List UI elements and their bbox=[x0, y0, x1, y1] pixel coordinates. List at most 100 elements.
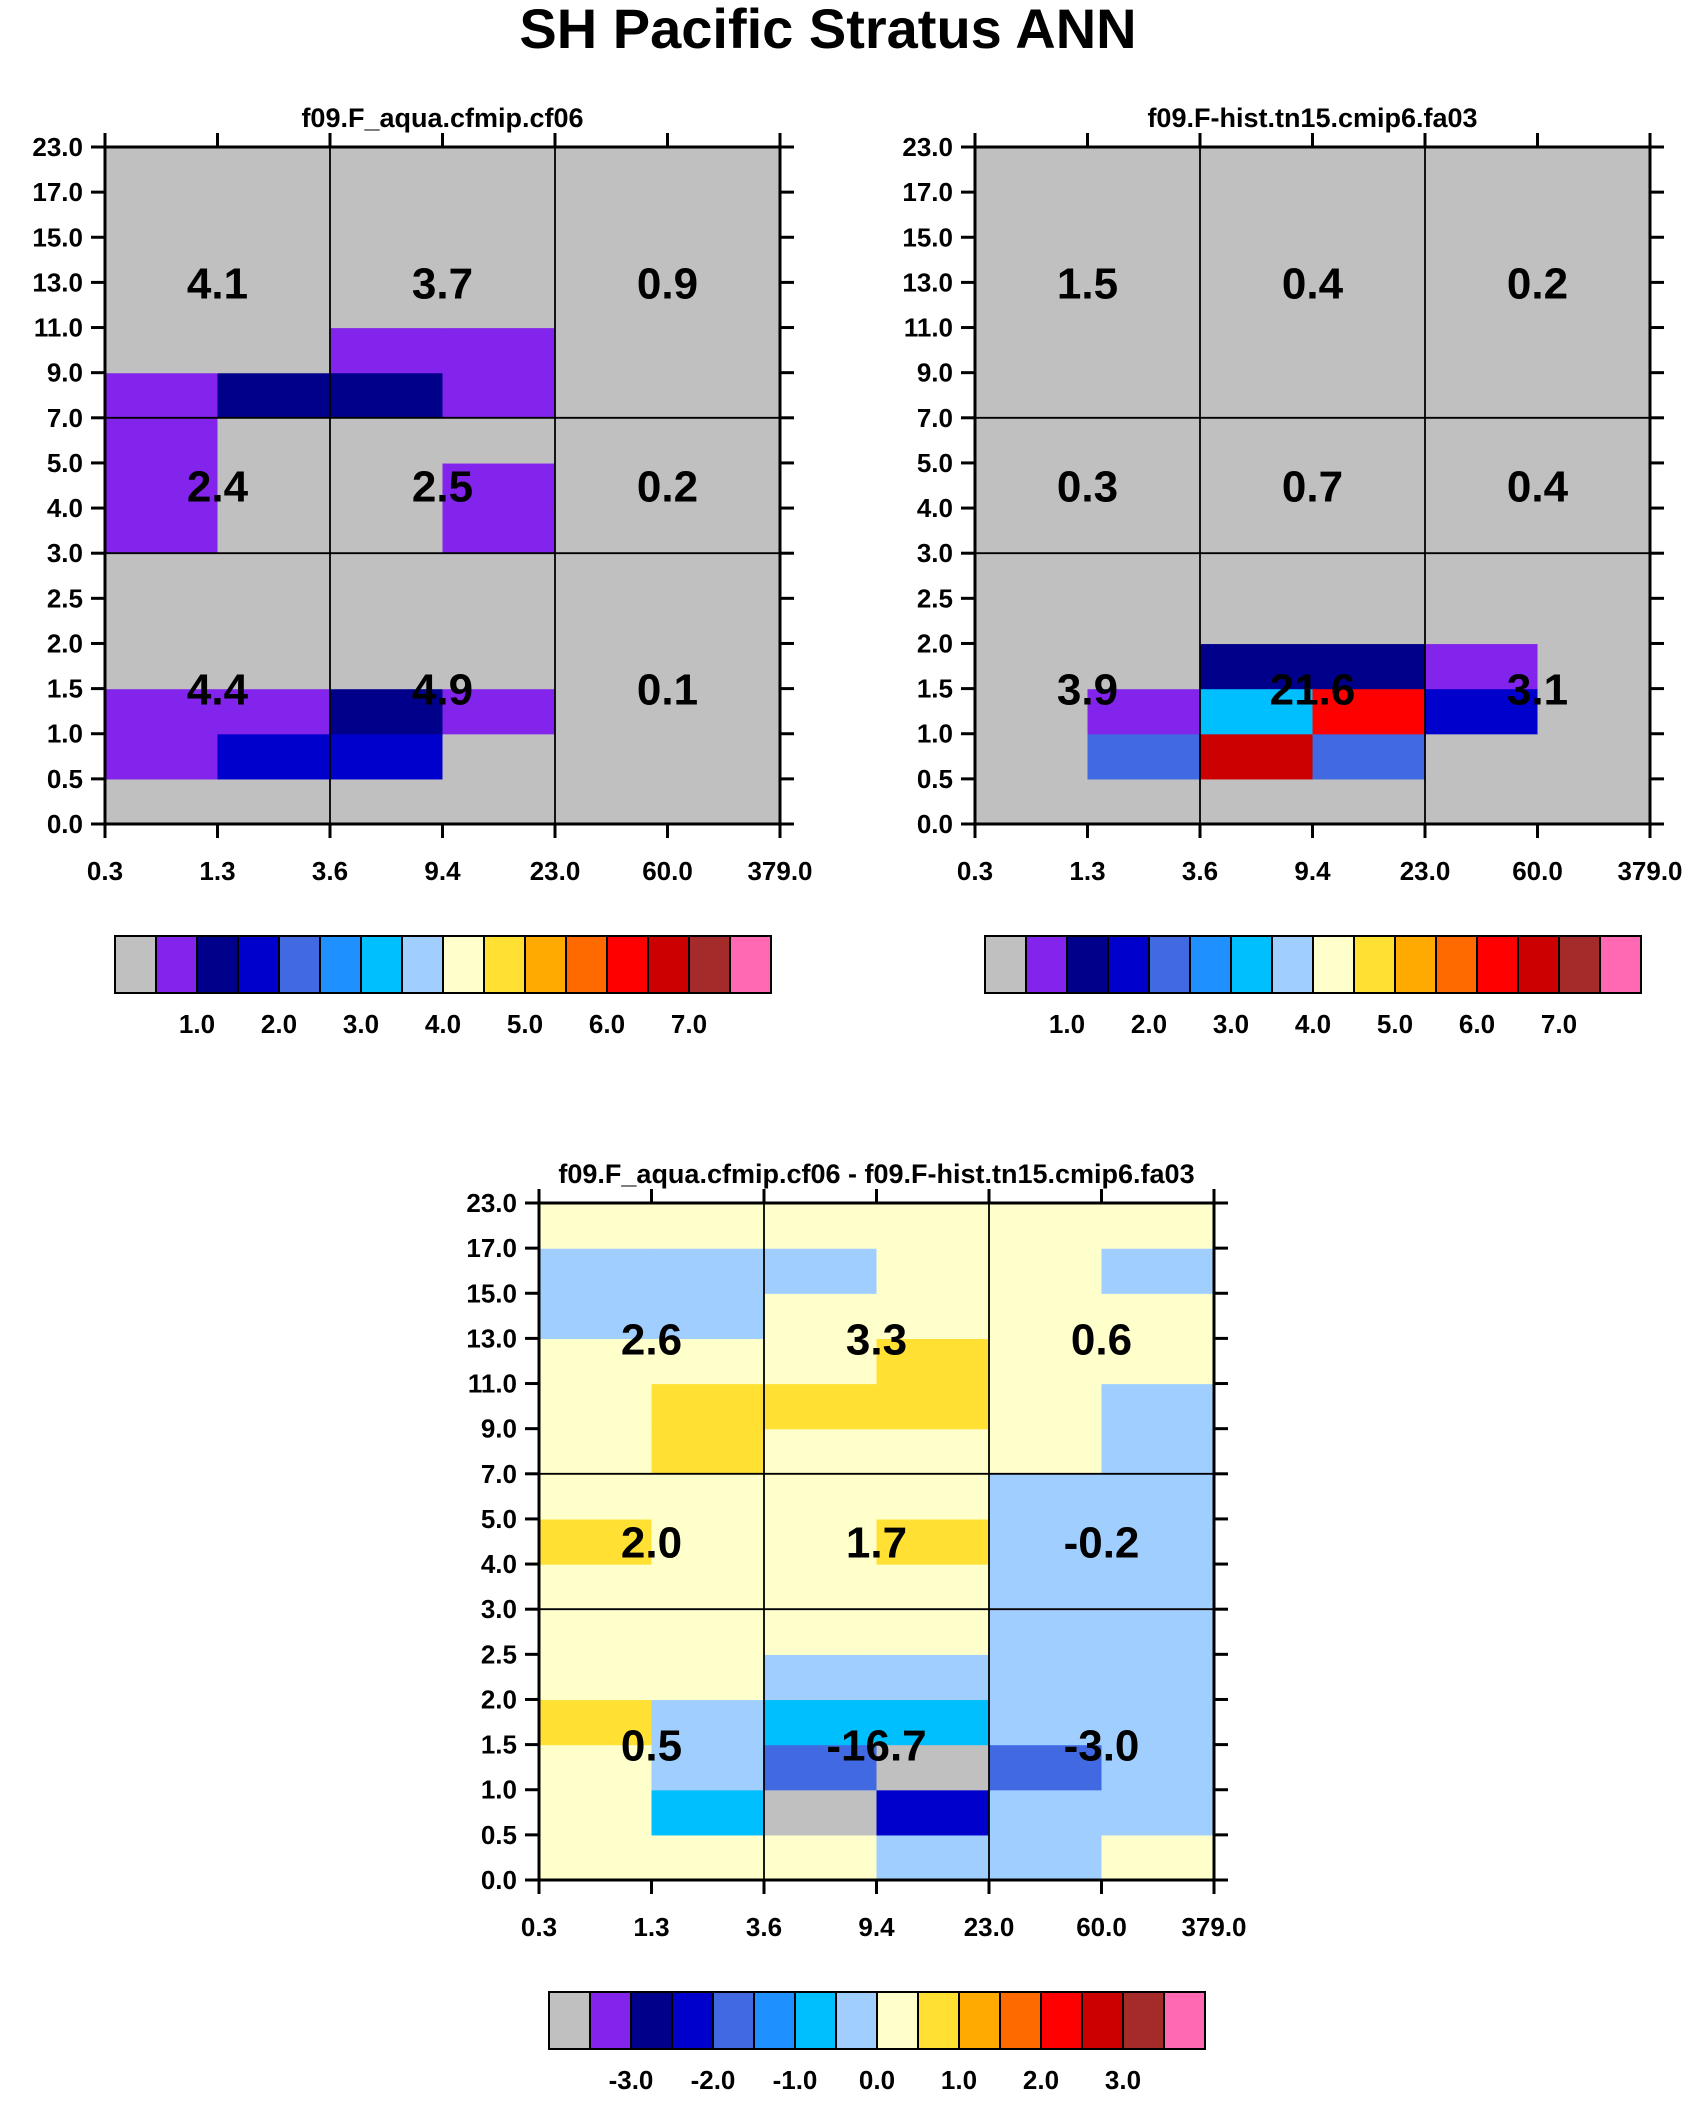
heatmap-cell bbox=[989, 1248, 1103, 1294]
heatmap-cell bbox=[651, 1654, 765, 1701]
heatmap-cell bbox=[442, 192, 556, 238]
colorbar-label: 3.0 bbox=[1105, 2065, 1141, 2095]
y-tick-label: 4.0 bbox=[47, 493, 83, 523]
heatmap-cell bbox=[1200, 147, 1314, 193]
heatmap-cell bbox=[1537, 327, 1651, 374]
colorbar-swatch bbox=[319, 935, 362, 994]
colorbar-swatch bbox=[1081, 1991, 1124, 2050]
heatmap-cell bbox=[667, 147, 781, 193]
heatmap-cell bbox=[330, 778, 444, 825]
heatmap-cell bbox=[1087, 508, 1201, 554]
x-tick-label: 9.4 bbox=[424, 856, 461, 886]
heatmap-cell bbox=[105, 733, 219, 780]
heatmap-cell bbox=[1537, 598, 1651, 645]
y-tick-label: 1.5 bbox=[917, 674, 953, 704]
heatmap-cell bbox=[1425, 508, 1539, 554]
heatmap-cell bbox=[651, 1564, 765, 1610]
heatmap-cell bbox=[442, 598, 556, 645]
colorbar-swatch bbox=[589, 1991, 632, 2050]
heatmap-cell bbox=[651, 1744, 765, 1791]
colorbar-swatch bbox=[630, 1991, 673, 2050]
heatmap-cell bbox=[651, 1338, 765, 1385]
heatmap-cell bbox=[667, 688, 781, 735]
heatmap-cell bbox=[1425, 192, 1539, 238]
heatmap-cell bbox=[330, 462, 444, 509]
heatmap-cell bbox=[667, 462, 781, 509]
heatmap-cell bbox=[1101, 1654, 1215, 1701]
heatmap-cell bbox=[442, 147, 556, 193]
colorbar-swatch bbox=[1312, 935, 1355, 994]
heatmap-cell bbox=[217, 598, 331, 645]
heatmap-cell bbox=[1087, 147, 1201, 193]
heatmap-cell bbox=[1537, 508, 1651, 554]
heatmap-cell bbox=[1425, 147, 1539, 193]
group-value-label: 0.2 bbox=[1507, 259, 1568, 308]
colorbar-label: -3.0 bbox=[609, 2065, 654, 2095]
group-value-label: 4.1 bbox=[187, 259, 248, 308]
heatmap-cell bbox=[555, 372, 669, 419]
heatmap-cell bbox=[1087, 778, 1201, 825]
heatmap-cell bbox=[876, 1789, 990, 1836]
colorbar-swatch bbox=[1122, 1991, 1165, 2050]
colorbar-swatch bbox=[1435, 935, 1478, 994]
heatmap-cell bbox=[105, 598, 219, 645]
heatmap-cell bbox=[876, 1203, 990, 1249]
group-value-label: 0.3 bbox=[1057, 463, 1118, 512]
heatmap-cell bbox=[442, 553, 556, 599]
y-tick-label: 7.0 bbox=[917, 403, 953, 433]
y-tick-label: 15.0 bbox=[466, 1278, 517, 1308]
heatmap-cell bbox=[975, 282, 1089, 329]
x-tick-label: 0.3 bbox=[957, 856, 993, 886]
y-tick-label: 11.0 bbox=[904, 313, 953, 343]
heatmap-cell bbox=[1200, 417, 1314, 464]
heatmap-cell bbox=[330, 372, 444, 419]
heatmap-cell bbox=[442, 688, 556, 735]
heatmap-cell bbox=[1537, 417, 1651, 464]
heatmap-cell bbox=[667, 508, 781, 554]
heatmap-cell bbox=[1087, 733, 1201, 780]
heatmap-cell bbox=[764, 1293, 878, 1339]
figure-title: SH Pacific Stratus ANN bbox=[519, 0, 1136, 60]
group-value-label: 0.1 bbox=[637, 666, 698, 715]
heatmap-cell bbox=[667, 192, 781, 238]
group-value-label: 4.4 bbox=[187, 666, 249, 715]
group-value-label: 0.9 bbox=[637, 259, 698, 308]
y-tick-label: 4.0 bbox=[917, 493, 953, 523]
colorbar-swatch bbox=[1558, 935, 1601, 994]
heatmap-cell bbox=[217, 733, 331, 780]
heatmap-cell bbox=[217, 237, 331, 283]
heatmap-cell bbox=[330, 643, 444, 690]
group-value-label: 0.7 bbox=[1282, 463, 1343, 512]
heatmap-cell bbox=[217, 778, 331, 825]
heatmap-cell bbox=[1101, 1383, 1215, 1430]
group-value-label: 2.0 bbox=[621, 1519, 682, 1568]
heatmap-cell bbox=[105, 643, 219, 690]
colorbar-label: -1.0 bbox=[773, 2065, 818, 2095]
heatmap-cell bbox=[539, 1338, 653, 1385]
heatmap-cell bbox=[555, 192, 669, 238]
heatmap-cell bbox=[989, 1203, 1103, 1249]
colorbar-swatch bbox=[1394, 935, 1437, 994]
x-tick-label: 379.0 bbox=[1617, 856, 1682, 886]
heatmap-cell bbox=[555, 778, 669, 825]
heatmap-cell bbox=[539, 1203, 653, 1249]
heatmap-cell bbox=[539, 1518, 653, 1565]
heatmap-cell bbox=[555, 733, 669, 780]
heatmap-cell bbox=[555, 237, 669, 283]
heatmap-cell bbox=[1425, 372, 1539, 419]
heatmap-cell bbox=[764, 1654, 878, 1701]
heatmap-cell bbox=[1087, 462, 1201, 509]
heatmap-cell bbox=[330, 553, 444, 599]
group-value-label: -3.0 bbox=[1064, 1722, 1140, 1771]
heatmap-cell bbox=[442, 733, 556, 780]
y-tick-label: 17.0 bbox=[466, 1233, 517, 1263]
heatmap-cell bbox=[1101, 1564, 1215, 1610]
heatmap-cell bbox=[1537, 372, 1651, 419]
heatmap-cell bbox=[1312, 462, 1426, 509]
colorbar-label: 2.0 bbox=[1131, 1009, 1167, 1039]
heatmap-cell bbox=[975, 643, 1089, 690]
heatmap-cell bbox=[1087, 417, 1201, 464]
heatmap-cell bbox=[1425, 282, 1539, 329]
group-value-label: -16.7 bbox=[826, 1722, 926, 1771]
heatmap-cell bbox=[651, 1699, 765, 1746]
